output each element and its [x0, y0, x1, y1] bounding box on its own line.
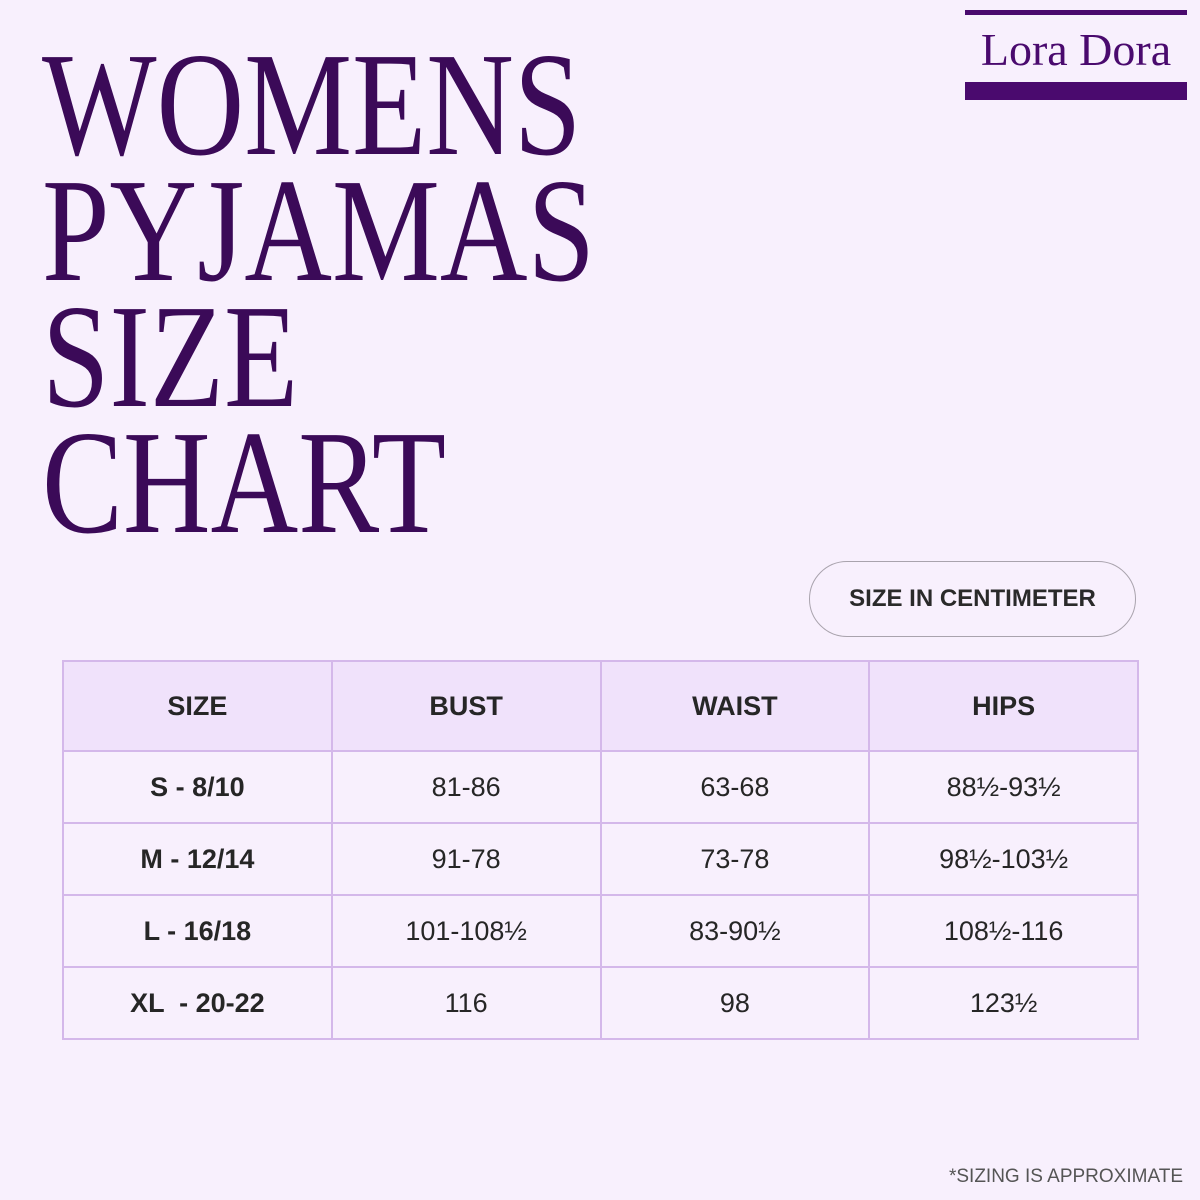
- measure-cell: 81-86: [330, 750, 602, 824]
- measure-cell: 123½: [868, 966, 1139, 1040]
- unit-badge: SIZE IN CENTIMETER: [809, 561, 1136, 637]
- measure-cell: 98½-103½: [868, 822, 1139, 896]
- size-cell: XL - 20-22: [62, 966, 333, 1040]
- size-cell: S - 8/10: [62, 750, 333, 824]
- size-cell: M - 12/14: [62, 822, 333, 896]
- brand-bar: [965, 10, 1187, 15]
- header-cell: WAIST: [599, 660, 871, 752]
- measure-cell: 63-68: [599, 750, 871, 824]
- header-cell: BUST: [330, 660, 602, 752]
- brand: Lora Dora: [980, 24, 1172, 75]
- measure-cell: 83-90½: [599, 894, 871, 968]
- size-cell: L - 16/18: [62, 894, 333, 968]
- table-row: XL - 20-22 116 98 123½: [62, 966, 1139, 1040]
- title-line: SIZE: [42, 275, 299, 439]
- table-body: S - 8/10 81-86 63-68 88½-93½ M - 12/14 91-78 7…: [62, 750, 1139, 1040]
- title-line: PYJAMAS: [42, 149, 596, 313]
- measure-cell: 101-108½: [330, 894, 602, 968]
- measure-cell: 73-78: [599, 822, 871, 896]
- measure-cell: 91-78: [330, 822, 602, 896]
- table-row: S - 8/10 81-86 63-68 88½-93½: [62, 750, 1139, 824]
- title-line: CHART: [42, 401, 447, 565]
- header-row: SIZE BUST WAIST HIPS: [62, 660, 1139, 752]
- footnote: *SIZING IS APPROXIMATE: [948, 1166, 1183, 1187]
- table-header: SIZE BUST WAIST HIPS: [62, 660, 1139, 752]
- measure-cell: 108½-116: [868, 894, 1139, 968]
- title-line: WOMENS: [42, 23, 582, 187]
- measure-cell: 116: [330, 966, 602, 1040]
- measure-cell: 98: [599, 966, 871, 1040]
- measure-cell: 88½-93½: [868, 750, 1139, 824]
- size-table: SIZE BUST WAIST HIPS S - 8/10 81-86 63-68 88½-…: [62, 660, 1139, 1040]
- table-row: L - 16/18 101-108½ 83-90½ 108½-116: [62, 894, 1139, 968]
- header-cell: SIZE: [62, 660, 333, 752]
- header-cell: HIPS: [868, 660, 1139, 752]
- table-row: M - 12/14 91-78 73-78 98½-103½: [62, 822, 1139, 896]
- brand-bar: [965, 82, 1187, 100]
